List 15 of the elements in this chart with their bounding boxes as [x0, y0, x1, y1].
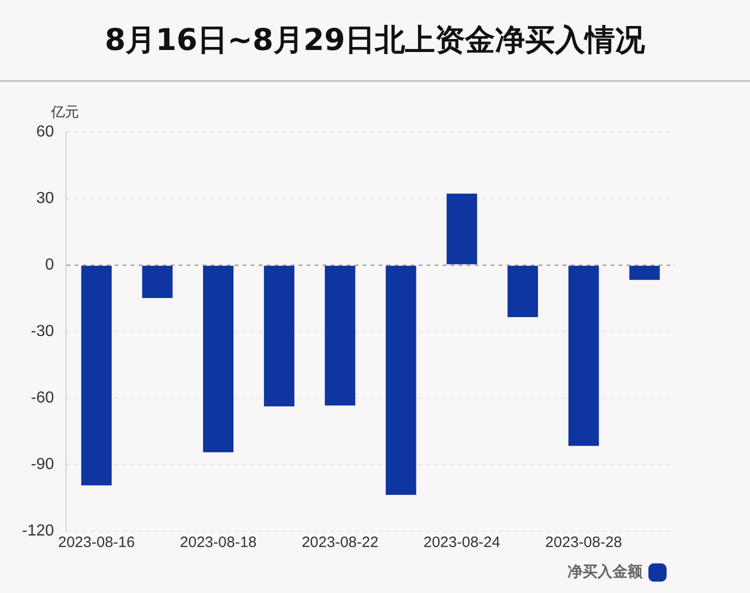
y-tick-label: 30 — [36, 190, 54, 207]
y-tick-label: 60 — [36, 123, 54, 140]
legend-label: 净买入金额 — [568, 562, 644, 580]
x-tick-label: 2023-08-28 — [545, 534, 622, 552]
y-tick-label: -30 — [30, 322, 54, 340]
y-axis-title: 亿元 — [50, 104, 80, 121]
y-tick-label: -90 — [30, 456, 54, 473]
x-tick-label: 2023-08-18 — [180, 534, 257, 552]
x-tick-label: 2023-08-16 — [58, 534, 135, 552]
chart-title: 8月16日~8月29日北上资金净买入情况 — [104, 22, 646, 60]
y-tick-label: -60 — [30, 389, 54, 406]
y-tick-label: -120 — [22, 522, 54, 540]
x-tick-label: 2023-08-22 — [302, 534, 378, 552]
x-tick-label: 2023-08-24 — [423, 534, 500, 552]
y-tick-label: 0 — [45, 256, 54, 274]
